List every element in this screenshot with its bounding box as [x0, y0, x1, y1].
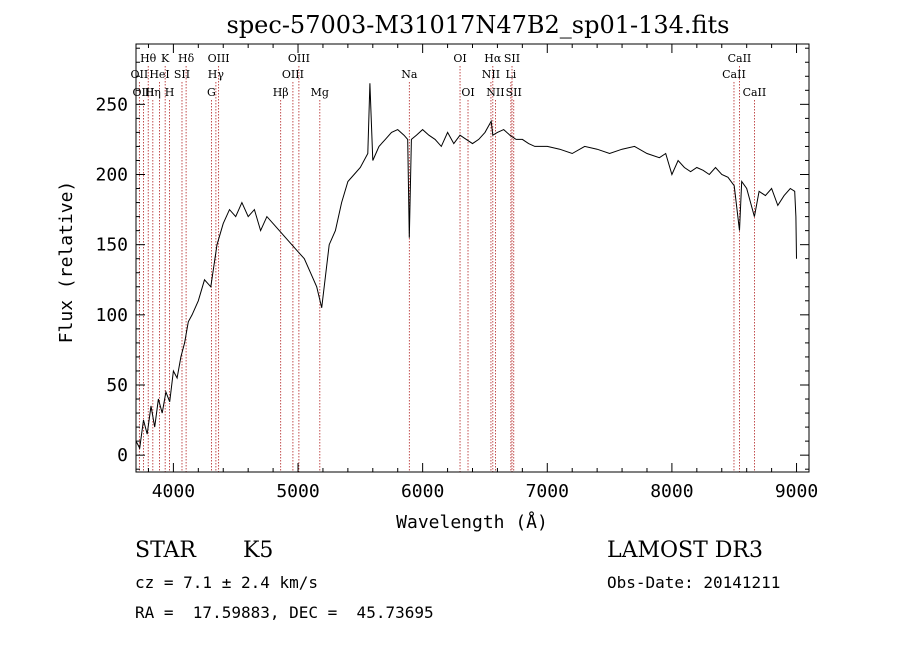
- object-subclass: K5: [243, 538, 274, 563]
- y-tick-label: 50: [106, 375, 128, 396]
- object-class: STAR: [135, 538, 196, 563]
- x-tick-label: 4000: [152, 481, 195, 502]
- line-marker-label: CaII: [722, 68, 746, 81]
- line-marker-label: OI: [453, 52, 466, 65]
- survey-name: LAMOST DR3: [607, 538, 763, 563]
- plot-frame: [135, 43, 810, 473]
- line-marker-label: OIII: [282, 68, 304, 81]
- line-marker-label: K: [161, 52, 170, 65]
- line-marker-label: Hα: [484, 52, 502, 65]
- line-marker-label: Hη: [145, 86, 161, 99]
- line-marker-label: G: [207, 86, 216, 99]
- emission-line-markers: Hθ OII OIII K HeI Hη SII H Hδ OIII Hγ G OIII OIII Hβ Mg…: [131, 52, 767, 472]
- line-marker-label: NII: [486, 86, 504, 99]
- x-axis: 4000 5000 6000 7000 8000 9000: [147, 44, 818, 502]
- line-marker-label: Hθ: [140, 52, 157, 65]
- line-marker-label: OIII: [132, 86, 154, 99]
- line-marker-label: Li: [505, 68, 516, 81]
- spectrum-line: [135, 83, 797, 450]
- y-axis: 0 50 100 150 200 250: [95, 47, 809, 470]
- line-marker-label: Mg: [311, 86, 329, 99]
- y-tick-label: 200: [95, 165, 128, 186]
- line-marker-label: SII: [506, 86, 522, 99]
- line-marker-label: OIII: [288, 52, 310, 65]
- line-marker-label: OII: [131, 68, 149, 81]
- coordinates-readout: RA = 17.59883, DEC = 45.73695: [135, 603, 434, 622]
- line-marker-label: SII: [174, 68, 190, 81]
- chart-title: spec-57003-M31017N47B2_sp01-134.fits: [227, 11, 730, 39]
- line-marker-label: CaII: [743, 86, 767, 99]
- line-marker-label: Na: [401, 68, 418, 81]
- line-marker-label: SII: [504, 52, 520, 65]
- y-tick-label: 100: [95, 305, 128, 326]
- line-marker-label: Hβ: [273, 86, 289, 99]
- x-tick-label: 5000: [276, 481, 319, 502]
- line-marker-label: OIII: [208, 52, 230, 65]
- x-tick-label: 8000: [650, 481, 693, 502]
- x-tick-label: 9000: [775, 481, 818, 502]
- line-marker-label: HeI: [149, 68, 169, 81]
- redshift-readout: cz = 7.1 ± 2.4 km/s: [135, 573, 319, 592]
- y-tick-label: 250: [95, 94, 128, 115]
- y-axis-label: Flux (relative): [56, 181, 77, 344]
- line-marker-label: Hδ: [178, 52, 195, 65]
- x-tick-label: 6000: [401, 481, 444, 502]
- line-marker-label: NII: [482, 68, 500, 81]
- line-marker-label: H: [165, 86, 175, 99]
- y-tick-label: 0: [117, 445, 128, 466]
- line-marker-label: CaII: [728, 52, 752, 65]
- spectrum-series: [135, 83, 797, 450]
- line-marker-label: Hγ: [208, 68, 225, 81]
- line-marker-label: OI: [461, 86, 474, 99]
- x-tick-label: 7000: [526, 481, 569, 502]
- observation-date: Obs-Date: 20141211: [607, 573, 781, 592]
- y-tick-label: 150: [95, 235, 128, 256]
- x-axis-label: Wavelength (Å): [396, 511, 548, 533]
